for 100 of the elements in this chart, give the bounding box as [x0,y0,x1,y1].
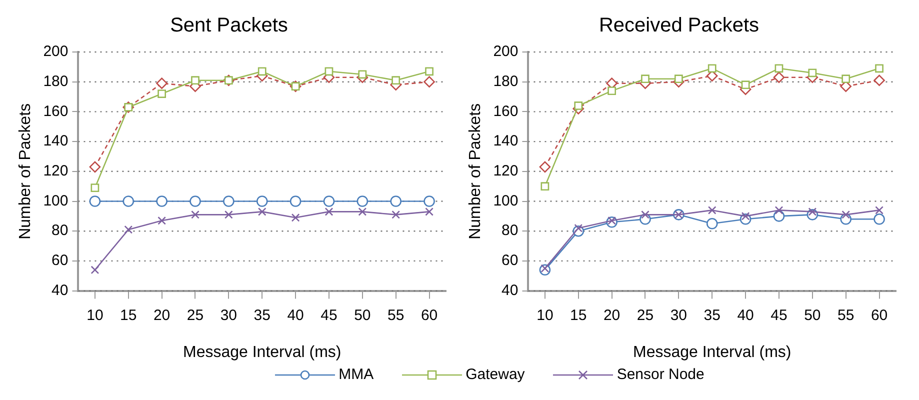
point [392,210,400,219]
y-tick-label: 40 [52,282,68,299]
y-tick-label: 120 [493,162,518,180]
x-tick-label: 40 [737,306,754,324]
y-axis-title: Number of Packets [467,103,484,240]
x-tick-label: 10 [536,306,554,324]
point [741,212,750,220]
point [90,184,100,192]
point [874,74,885,86]
x-tick-label: 55 [388,306,404,324]
point [256,196,268,207]
legend-label: Sensor Node [616,366,704,383]
chart-title: Received Packets [598,14,760,37]
point [708,206,716,214]
point [291,213,300,222]
point [424,196,435,207]
point [674,74,683,84]
point [89,196,101,207]
point [773,72,785,84]
point [608,216,616,225]
point [708,64,716,73]
y-tick-label: 140 [493,132,518,150]
point [223,196,234,207]
x-tick-label: 60 [870,306,888,324]
point [540,264,550,273]
point [875,206,884,214]
point [641,74,650,84]
x-tick-label: 35 [254,306,270,324]
y-tick-label: 80 [52,222,68,240]
point [392,76,400,85]
y-tick-label: 100 [43,192,68,210]
x-tick-label: 20 [603,306,620,324]
point [324,67,334,76]
point [190,196,201,207]
y-tick-label: 60 [502,252,518,270]
y-tick-label: 120 [43,162,68,180]
x-tick-label: 60 [420,306,438,324]
point [774,206,784,214]
y-tick-label: 180 [493,72,518,90]
point [706,218,718,230]
x-tick-label: 45 [770,306,788,324]
point [158,90,166,98]
point [842,210,850,219]
x-tick-label: 25 [636,306,654,324]
y-axis-title: Number of Packets [17,103,34,240]
y-tick-label: 40 [502,282,518,299]
point [425,67,434,76]
point [808,208,817,216]
point [574,224,583,232]
y-tick-label: 160 [493,102,518,120]
point [875,64,884,73]
point [358,208,367,216]
point [540,182,550,191]
point [323,196,335,207]
point [224,210,233,219]
y-tick-label: 200 [43,43,68,60]
point [574,102,583,110]
point [124,225,133,234]
y-tick-label: 200 [493,43,518,60]
point [641,210,650,219]
point [356,196,368,207]
x-tick-label: 15 [570,306,587,324]
x-tick-label: 25 [186,306,204,324]
point [90,266,100,274]
point [89,161,101,173]
x-axis-title: Message Interval (ms) [182,344,342,361]
y-tick-label: 60 [52,252,68,270]
x-tick-label: 30 [670,306,688,324]
legend-label: MMA [338,366,374,383]
y-tick-label: 160 [43,102,68,120]
chart-title: Sent Packets [170,14,288,37]
point [358,70,367,79]
point [874,214,885,225]
point [191,210,200,219]
point [122,196,134,207]
x-tick-label: 30 [220,306,238,324]
point [741,80,750,90]
y-tick-label: 140 [43,132,68,150]
point [424,76,435,88]
x-tick-label: 15 [120,306,137,324]
point [608,86,616,95]
y-tick-label: 100 [493,192,518,210]
x-tick-label: 40 [287,306,304,324]
x-tick-label: 55 [838,306,854,324]
point [290,196,302,207]
y-tick-label: 180 [43,72,68,90]
y-tick-label: 80 [502,222,518,240]
point [156,78,168,89]
point [842,74,850,84]
point [156,196,168,207]
x-axis-title: Message Interval (ms) [632,344,792,361]
point [191,76,200,85]
x-tick-label: 35 [704,306,720,324]
x-tick-label: 45 [320,306,338,324]
point [390,196,402,207]
x-tick-label: 50 [804,306,821,324]
x-tick-label: 50 [354,306,371,324]
x-tick-label: 10 [86,306,104,324]
point [324,208,334,216]
point [808,68,817,78]
